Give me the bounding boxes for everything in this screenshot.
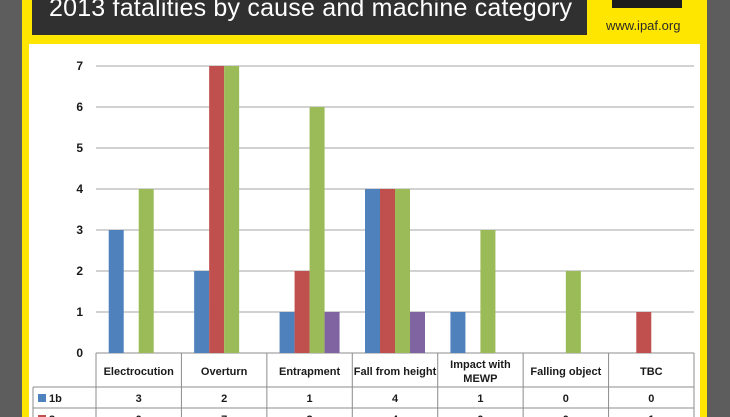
y-tick-label: 6: [76, 100, 83, 114]
bar: [138, 189, 154, 353]
y-tick-label: 3: [76, 223, 83, 237]
bar: [108, 230, 124, 353]
category-label: MEWP: [463, 373, 497, 385]
category-label: Falling object: [530, 366, 601, 378]
table-value: 4: [392, 414, 399, 417]
bar: [410, 312, 425, 353]
table-value: 1: [307, 393, 313, 405]
table-value: 0: [477, 414, 483, 417]
bar: [194, 271, 210, 353]
y-tick-label: 7: [76, 59, 83, 73]
category-label: TBC: [640, 366, 663, 378]
legend-swatch: [38, 394, 46, 402]
table-value: 2: [307, 414, 313, 417]
table-value: 1: [648, 414, 654, 417]
table-value: 0: [136, 414, 142, 417]
bar-chart: 0 1 2 3 4 5 6 7 Electrocution Overturn Entrapment F…: [32, 59, 695, 417]
category-label: Entrapment: [279, 366, 340, 378]
y-tick-label: 5: [76, 141, 83, 155]
slide-frame: 2013 fatalities by cause and machine cat…: [22, 0, 707, 417]
y-tick-label: 4: [76, 182, 83, 196]
ipaf-logo: [612, 0, 682, 8]
bar: [365, 189, 380, 353]
bar: [480, 230, 496, 353]
bar: [309, 107, 325, 353]
y-tick-label: 2: [76, 264, 83, 278]
table-value: 2: [221, 393, 227, 405]
bar: [294, 271, 310, 353]
bar: [209, 66, 225, 353]
bar: [450, 312, 466, 353]
table-value: 0: [563, 414, 569, 417]
bar: [324, 312, 340, 353]
table-value: 3: [136, 393, 142, 405]
series-name-label: 1b: [49, 393, 62, 405]
table-value: 0: [563, 393, 569, 405]
table-value: 1: [477, 393, 483, 405]
category-label: Impact with: [450, 359, 511, 371]
table-value: 0: [648, 393, 654, 405]
table-value: 4: [392, 393, 399, 405]
website-label: www.ipaf.org: [606, 18, 681, 33]
category-label: Overturn: [201, 366, 248, 378]
bar: [636, 312, 652, 353]
series-name-label: 3a: [49, 414, 62, 417]
bar: [224, 66, 240, 353]
category-label: Fall from height: [354, 366, 437, 378]
chart-panel: 0 1 2 3 4 5 6 7 Electrocution Overturn Entrapment F…: [29, 44, 700, 417]
y-tick-label: 1: [76, 305, 83, 319]
slide-title: 2013 fatalities by cause and machine cat…: [49, 0, 573, 22]
bar: [395, 189, 410, 353]
bar: [565, 271, 581, 353]
bar: [279, 312, 295, 353]
table-value: 7: [221, 414, 227, 417]
legend-swatch: [38, 415, 46, 417]
y-tick-label: 0: [76, 346, 83, 360]
title-bar: 2013 fatalities by cause and machine cat…: [32, 0, 587, 35]
category-label: Electrocution: [104, 366, 175, 378]
bar: [380, 189, 395, 353]
